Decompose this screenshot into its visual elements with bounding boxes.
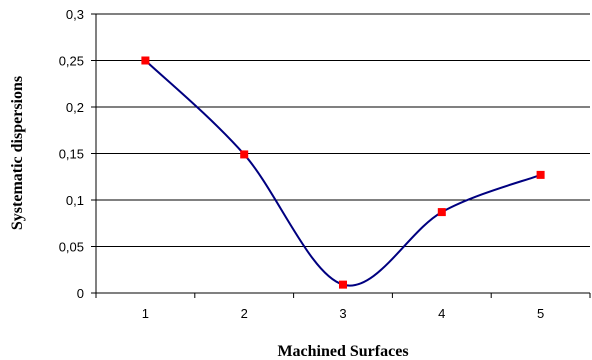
data-point-marker	[536, 170, 545, 179]
series	[141, 56, 545, 289]
gridlines	[96, 13, 590, 247]
y-tick-label: 0,25	[59, 54, 84, 69]
y-tick-label: 0	[77, 286, 84, 301]
x-axis-ticks: 1 2 3 4 5	[95, 293, 591, 321]
x-tick-label: 3	[339, 306, 346, 321]
y-tick-label: 0,2	[66, 100, 84, 115]
y-tick-label: 0,3	[66, 7, 84, 22]
data-point-marker	[141, 56, 150, 65]
x-tick-label: 5	[537, 306, 544, 321]
data-point-marker	[339, 280, 347, 289]
x-axis-title: Machined Surfaces	[277, 343, 408, 360]
data-point-marker	[240, 150, 249, 159]
y-tick-label: 0,15	[59, 147, 84, 162]
series-line	[144, 59, 541, 287]
x-tick-label: 4	[438, 306, 445, 321]
y-axis-title: Systematic dispersions	[9, 76, 26, 230]
y-tick-label: 0,1	[66, 193, 84, 208]
x-tick-label: 1	[142, 306, 149, 321]
y-tick-label: 0,05	[59, 240, 84, 255]
y-axis-ticks: 0 0,05 0,1 0,15 0,2 0,25 0,3	[59, 7, 96, 301]
data-point-marker	[437, 208, 446, 217]
x-tick-label: 2	[241, 306, 248, 321]
